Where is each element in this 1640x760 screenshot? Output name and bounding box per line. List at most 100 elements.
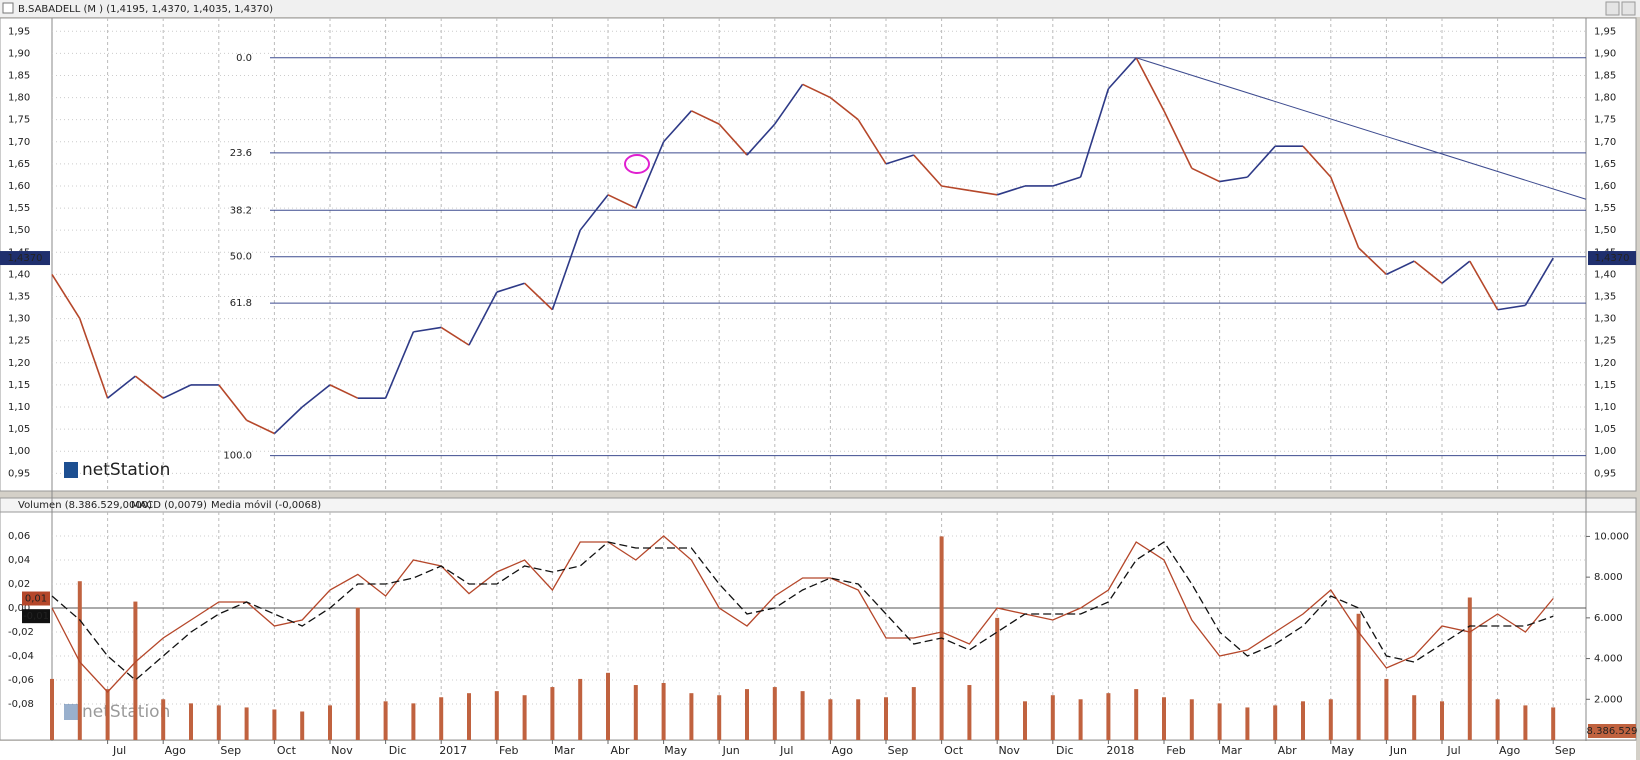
y-tick-label: 1,60 — [8, 181, 30, 192]
y-tick-label-right: 1,65 — [1594, 159, 1616, 170]
y-tick-label: 1,65 — [8, 159, 30, 170]
price-segment — [1413, 260, 1443, 284]
volume-bar — [633, 685, 638, 740]
volume-bar — [884, 697, 888, 740]
y-tick-label-right: 1,75 — [1594, 115, 1616, 126]
price-segment — [51, 273, 81, 320]
x-tick-label: Jul — [1446, 744, 1460, 757]
last-volume-box — [1588, 724, 1636, 738]
fib-label: 38.2 — [230, 205, 252, 216]
x-tick-label: Sep — [1555, 744, 1576, 757]
y-tick-label: 1,15 — [8, 380, 30, 391]
price-segment — [941, 185, 970, 192]
x-tick-label: Feb — [1166, 744, 1185, 757]
legend-entry: Volumen (8.386.529,0000) — [18, 500, 152, 511]
logo-icon — [64, 462, 78, 478]
volume-bar — [328, 705, 332, 740]
price-segment — [329, 384, 359, 399]
price-segment — [413, 326, 442, 333]
y-tick-label-right: 1,05 — [1594, 424, 1616, 435]
price-segment — [1191, 167, 1220, 183]
y-tick-label-right: 1,90 — [1594, 48, 1616, 59]
x-tick-label: 2017 — [439, 744, 467, 757]
price-segment — [496, 282, 525, 293]
y-tick-label: 0,00 — [8, 603, 30, 614]
indicator-line — [51, 541, 1554, 681]
x-tick-label: Sep — [220, 744, 241, 757]
x-tick-label: Ago — [832, 744, 854, 757]
x-tick-label: Nov — [998, 744, 1020, 757]
price-segment — [218, 384, 248, 421]
y-tick-label: 1,40 — [8, 269, 30, 280]
fib-label: 23.6 — [230, 148, 252, 159]
price-segment — [524, 282, 553, 311]
volume-bar — [772, 687, 777, 740]
price-segment — [746, 123, 776, 156]
price-segment — [718, 123, 748, 156]
x-tick-label: Abr — [610, 744, 630, 757]
title-bar — [0, 0, 1640, 17]
volume-bar — [244, 707, 249, 740]
y-tick-label: -0,08 — [8, 699, 34, 710]
x-tick-label: Dic — [1056, 744, 1074, 757]
price-segment — [663, 110, 692, 143]
trendline — [1136, 57, 1587, 200]
price-segment — [802, 83, 831, 99]
price-segment — [134, 375, 164, 399]
price-segment — [1219, 176, 1248, 183]
volume-bar — [745, 689, 749, 740]
x-tick-label: May — [664, 744, 687, 757]
volume-bar — [1078, 699, 1083, 740]
price-segment — [1135, 57, 1165, 112]
volume-bar — [1467, 597, 1472, 740]
price-segment — [1246, 145, 1276, 178]
volume-bar — [1551, 707, 1556, 740]
x-tick-label: Oct — [277, 744, 297, 757]
price-segment — [885, 154, 915, 165]
price-segment — [1079, 88, 1110, 178]
x-tick-label: Sep — [888, 744, 909, 757]
volume-bar — [383, 701, 388, 740]
price-segment — [107, 375, 136, 399]
volume-bar — [439, 697, 444, 740]
price-segment — [301, 384, 331, 408]
price-segment — [996, 185, 1026, 196]
x-tick-label: Jun — [722, 744, 740, 757]
price-segment — [691, 110, 720, 125]
y-tick-label: 0,02 — [8, 579, 30, 590]
x-tick-label: Oct — [944, 744, 964, 757]
x-axis-strip — [0, 741, 1636, 760]
price-segment — [635, 141, 665, 209]
highlight-ellipse — [624, 154, 650, 174]
price-segment — [1358, 247, 1387, 275]
y-tick-label: 1,70 — [8, 137, 30, 148]
price-segment — [1052, 176, 1081, 187]
window-button[interactable] — [1621, 1, 1636, 16]
volume-bar — [1412, 695, 1417, 740]
volume-bar — [494, 691, 499, 740]
volume-bar — [1106, 693, 1111, 740]
y-tick-label: 0,06 — [8, 531, 30, 542]
volume-bar — [1301, 701, 1305, 740]
y-tick-label: 1,90 — [8, 48, 30, 59]
volume-bar — [161, 699, 166, 740]
price-segment — [246, 419, 275, 435]
y-tick-label-right: 1,60 — [1594, 181, 1616, 192]
price-segment — [829, 96, 859, 121]
y-tick-label: 1,85 — [8, 70, 30, 81]
fib-label: 0.0 — [236, 53, 252, 64]
price-segment — [551, 229, 581, 311]
last-price-box — [0, 251, 50, 266]
y-tick-label-right: 1,20 — [1594, 358, 1616, 369]
volume-bar — [1134, 689, 1139, 740]
price-segment — [579, 194, 609, 231]
price-segment — [1302, 145, 1332, 178]
volume-bar — [411, 703, 416, 740]
price-panel — [0, 17, 1637, 492]
y-tick-label: 1,80 — [8, 93, 30, 104]
volume-bar — [1273, 705, 1278, 740]
window-button[interactable] — [1605, 1, 1620, 16]
y-tick-label-right: 1,50 — [1594, 225, 1616, 236]
